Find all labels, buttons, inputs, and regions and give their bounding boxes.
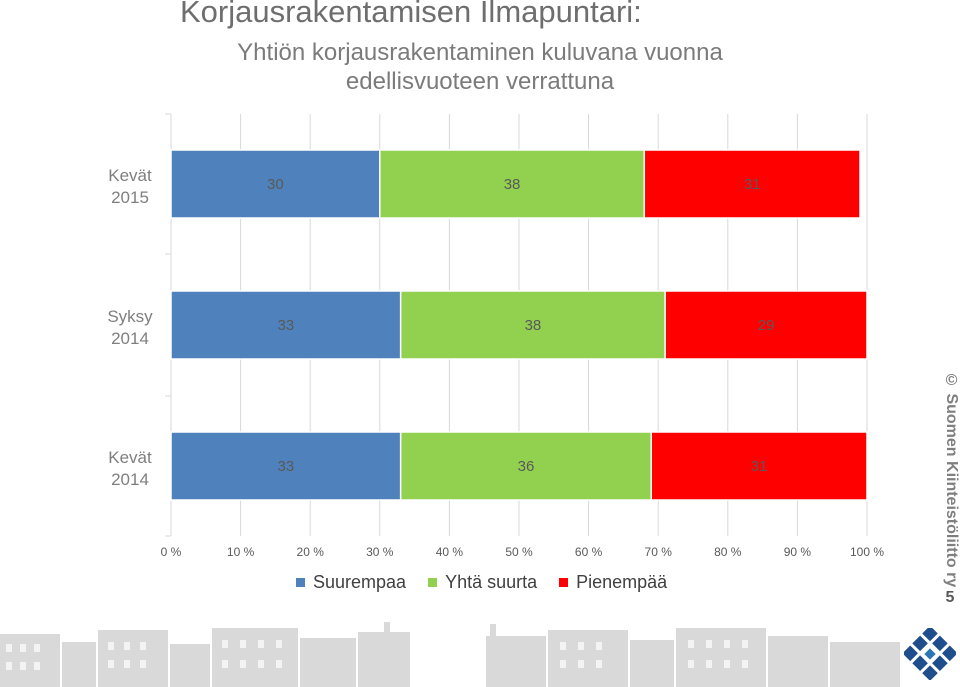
bar-segment [643,149,861,219]
legend-label-pienempaa: Pienempää [576,572,668,592]
data-label: 38 [525,317,542,334]
legend-swatch-suurempaa [296,578,305,587]
bar-segment [170,149,381,219]
x-tick-label: 80 % [714,545,742,559]
category-label-line1: Syksy [107,307,153,326]
bar-segment [650,431,868,501]
chart-subtitle: Yhtiön korjausrakentaminen kuluvana vuon… [150,38,810,96]
stacked-bar-chart: 30 38 31 Kevät 2015 33 38 29 Syksy 2014 33 36 31 Kevä… [107,113,884,559]
x-tick-label: 40 % [436,545,464,559]
legend: Suurempaa Yhtä suurta Pienempää [296,572,667,593]
legend-item-pienempaa: Pienempää [559,572,667,593]
page-number: 5 [945,589,955,606]
x-tick-label: 50 % [505,545,533,559]
legend-item-suurempaa: Suurempaa [296,572,406,593]
data-label: 29 [758,317,775,334]
data-label: 36 [518,458,535,475]
copyright-notice: © Suomen Kiinteistöliitto ry [943,372,960,588]
x-tick-label: 0 % [161,545,182,559]
building-skyline-illustration [0,622,900,687]
data-label: 31 [751,458,768,475]
chart-title: Korjausrakentamisen Ilmapuntari: [180,0,642,29]
category-label-line1: Kevät [108,166,152,185]
x-tick-label: 90 % [784,545,812,559]
data-label: 33 [277,317,294,334]
data-label: 38 [504,176,521,193]
x-tick-label: 60 % [575,545,603,559]
x-tick-label: 70 % [645,545,673,559]
x-tick-label: 10 % [227,545,255,559]
x-tick-label: 20 % [297,545,325,559]
legend-label-suurempaa: Suurempaa [313,572,407,592]
x-tick-label: 100 % [850,545,884,559]
subtitle-line-2: edellisvuoteen verrattuna [345,68,615,95]
legend-item-yhta-suurta: Yhtä suurta [428,572,537,593]
data-label: 30 [267,176,284,193]
category-label-line1: Kevät [108,448,152,467]
data-label: 33 [277,458,294,475]
bar-segment [399,431,652,501]
bar-segment [379,149,646,219]
bar-segment [664,290,868,360]
category-label: Kevät 2015 [108,166,152,207]
category-label-line2: 2014 [111,470,149,489]
kiinteistoliitto-logo [904,628,956,680]
subtitle-line-1: Yhtiön korjausrakentaminen kuluvana vuon… [237,39,723,66]
legend-label-yhta-suurta: Yhtä suurta [445,572,538,592]
x-tick-label: 30 % [366,545,394,559]
legend-swatch-yhta-suurta [428,578,438,587]
category-label: Kevät 2014 [108,448,152,489]
category-label-line2: 2014 [111,329,149,348]
data-label: 31 [744,176,761,193]
category-label: Syksy 2014 [107,307,153,348]
legend-swatch-pienempaa [559,578,569,587]
category-label-line2: 2015 [111,188,149,207]
